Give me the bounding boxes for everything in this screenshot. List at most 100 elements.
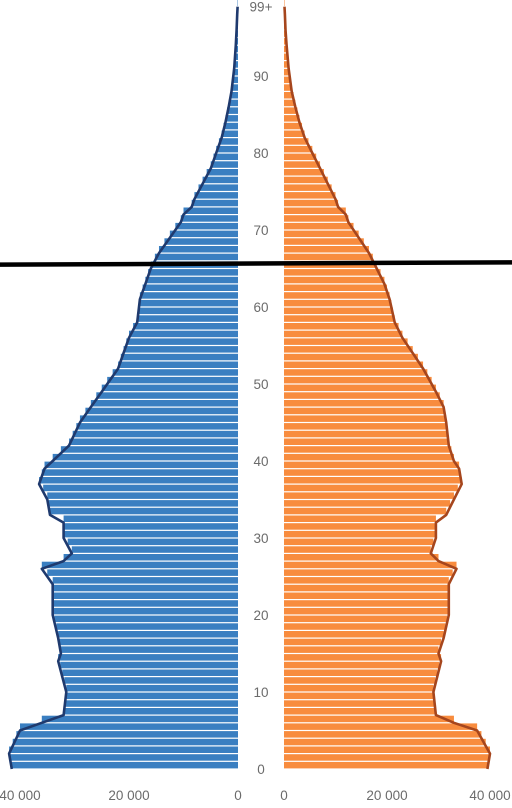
male-bar-age-52	[118, 361, 238, 368]
female-bar-age-28	[284, 546, 431, 553]
female-bar-age-47	[284, 400, 444, 407]
female-bar-age-40	[284, 453, 454, 461]
female-bar-age-21	[284, 600, 449, 607]
female-bar-age-12	[284, 669, 438, 676]
male-bar-age-68	[164, 238, 238, 245]
male-bar-age-6	[41, 715, 238, 723]
x-tick-right-2: 40 000	[469, 788, 510, 803]
series-outlines	[7, 6, 492, 770]
female-bar-age-69	[284, 230, 359, 238]
male-bar-age-38	[41, 469, 238, 476]
male-bar-age-79	[213, 153, 238, 161]
x-tick-left-0: 40 000	[0, 788, 41, 803]
male-bar-age-34	[48, 500, 238, 507]
female-bar-age-83	[284, 122, 303, 130]
female-bar-age-0	[284, 761, 488, 769]
male-bar-age-50	[107, 376, 238, 384]
x-tick-right-1: 20 000	[366, 788, 407, 803]
male-bar-age-78	[210, 161, 238, 168]
female-bar-age-25	[284, 569, 453, 576]
female-bar-age-84	[284, 115, 300, 122]
male-bar-age-46	[85, 407, 239, 415]
male-bar-age-73	[191, 199, 238, 207]
female-bar-age-66	[284, 253, 373, 261]
male-bar-age-35	[47, 492, 238, 499]
female-bar-age-32	[284, 515, 436, 522]
female-bar-age-92	[284, 53, 288, 60]
female-bar-age-54	[284, 346, 413, 353]
male-bar-age-44	[76, 423, 238, 430]
male-bar-age-75	[198, 184, 238, 191]
female-bar-age-73	[284, 199, 339, 207]
female-bar-age-17	[284, 631, 444, 638]
female-bar-age-77	[284, 169, 324, 176]
male-bar-age-7	[63, 708, 238, 715]
female-bar-age-42	[284, 438, 449, 445]
female-bar-age-3	[284, 738, 486, 746]
male-bar-age-27	[63, 554, 238, 561]
male-bar-age-76	[202, 176, 238, 184]
male-bar-age-63	[145, 276, 238, 284]
male-bar-age-36	[43, 484, 238, 492]
male-bar-age-28	[71, 546, 239, 553]
female-bar-age-45	[284, 415, 447, 422]
age-tick-99plus: 99+	[250, 0, 273, 15]
female-bar-age-20	[284, 607, 449, 615]
male-bars	[9, 0, 239, 769]
male-bar-age-89	[232, 76, 238, 84]
female-bar-age-67	[284, 246, 369, 253]
male-bar-age-82	[221, 130, 238, 137]
male-bar-age-22	[52, 592, 239, 599]
male-bar-age-37	[39, 477, 239, 484]
male-outline	[7, 6, 239, 770]
female-bar-age-76	[284, 176, 328, 184]
female-bar-age-9	[284, 692, 435, 700]
female-bar-age-29	[284, 538, 434, 546]
male-bar-age-11	[64, 677, 238, 684]
female-bar-age-37	[284, 477, 462, 484]
male-bar-age-62	[142, 284, 238, 291]
male-bar-age-18	[56, 623, 239, 630]
female-bar-age-51	[284, 369, 428, 376]
female-bar-age-41	[284, 446, 452, 453]
female-bar-age-99	[284, 0, 285, 7]
female-bar-age-23	[284, 584, 449, 592]
female-bar-age-49	[284, 384, 436, 392]
male-bar-age-77	[206, 169, 238, 176]
male-bar-age-83	[223, 122, 238, 130]
male-bar-age-74	[194, 192, 238, 199]
female-bar-age-87	[284, 92, 294, 99]
x-tick-right-0: 0	[280, 788, 288, 803]
age-tick-0: 0	[257, 762, 265, 777]
female-bar-age-81	[284, 138, 309, 145]
female-bar-age-38	[284, 469, 461, 476]
female-bar-age-60	[284, 299, 392, 307]
female-bar-age-68	[284, 238, 364, 245]
male-bar-age-8	[64, 700, 238, 707]
population-axis-ticks: 40 000 20 000 0 0 20 000 40 000	[0, 788, 511, 803]
female-bar-age-13	[284, 661, 440, 669]
female-bar-age-46	[284, 407, 445, 415]
male-bar-age-10	[66, 684, 238, 692]
male-bar-age-25	[47, 569, 238, 576]
male-bar-age-40	[52, 453, 239, 461]
female-bar-age-55	[284, 338, 408, 345]
female-bar-age-50	[284, 376, 432, 384]
female-bar-age-27	[284, 554, 439, 561]
male-bar-age-71	[180, 215, 238, 222]
female-bar-age-22	[284, 592, 449, 599]
female-bar-age-85	[284, 107, 298, 114]
age-tick-60: 60	[253, 300, 268, 315]
female-bar-age-74	[284, 192, 336, 199]
female-bar-age-7	[284, 708, 436, 715]
male-bar-age-70	[175, 222, 238, 230]
male-bar-age-84	[225, 115, 238, 122]
male-bar-age-17	[58, 631, 239, 638]
male-bar-age-86	[228, 99, 238, 107]
male-bar-age-49	[101, 384, 238, 392]
female-bar-age-11	[284, 677, 436, 684]
female-bar-age-10	[284, 684, 434, 692]
female-bar-age-62	[284, 284, 387, 291]
female-bar-age-35	[284, 492, 454, 499]
age-tick-20: 20	[253, 608, 268, 623]
